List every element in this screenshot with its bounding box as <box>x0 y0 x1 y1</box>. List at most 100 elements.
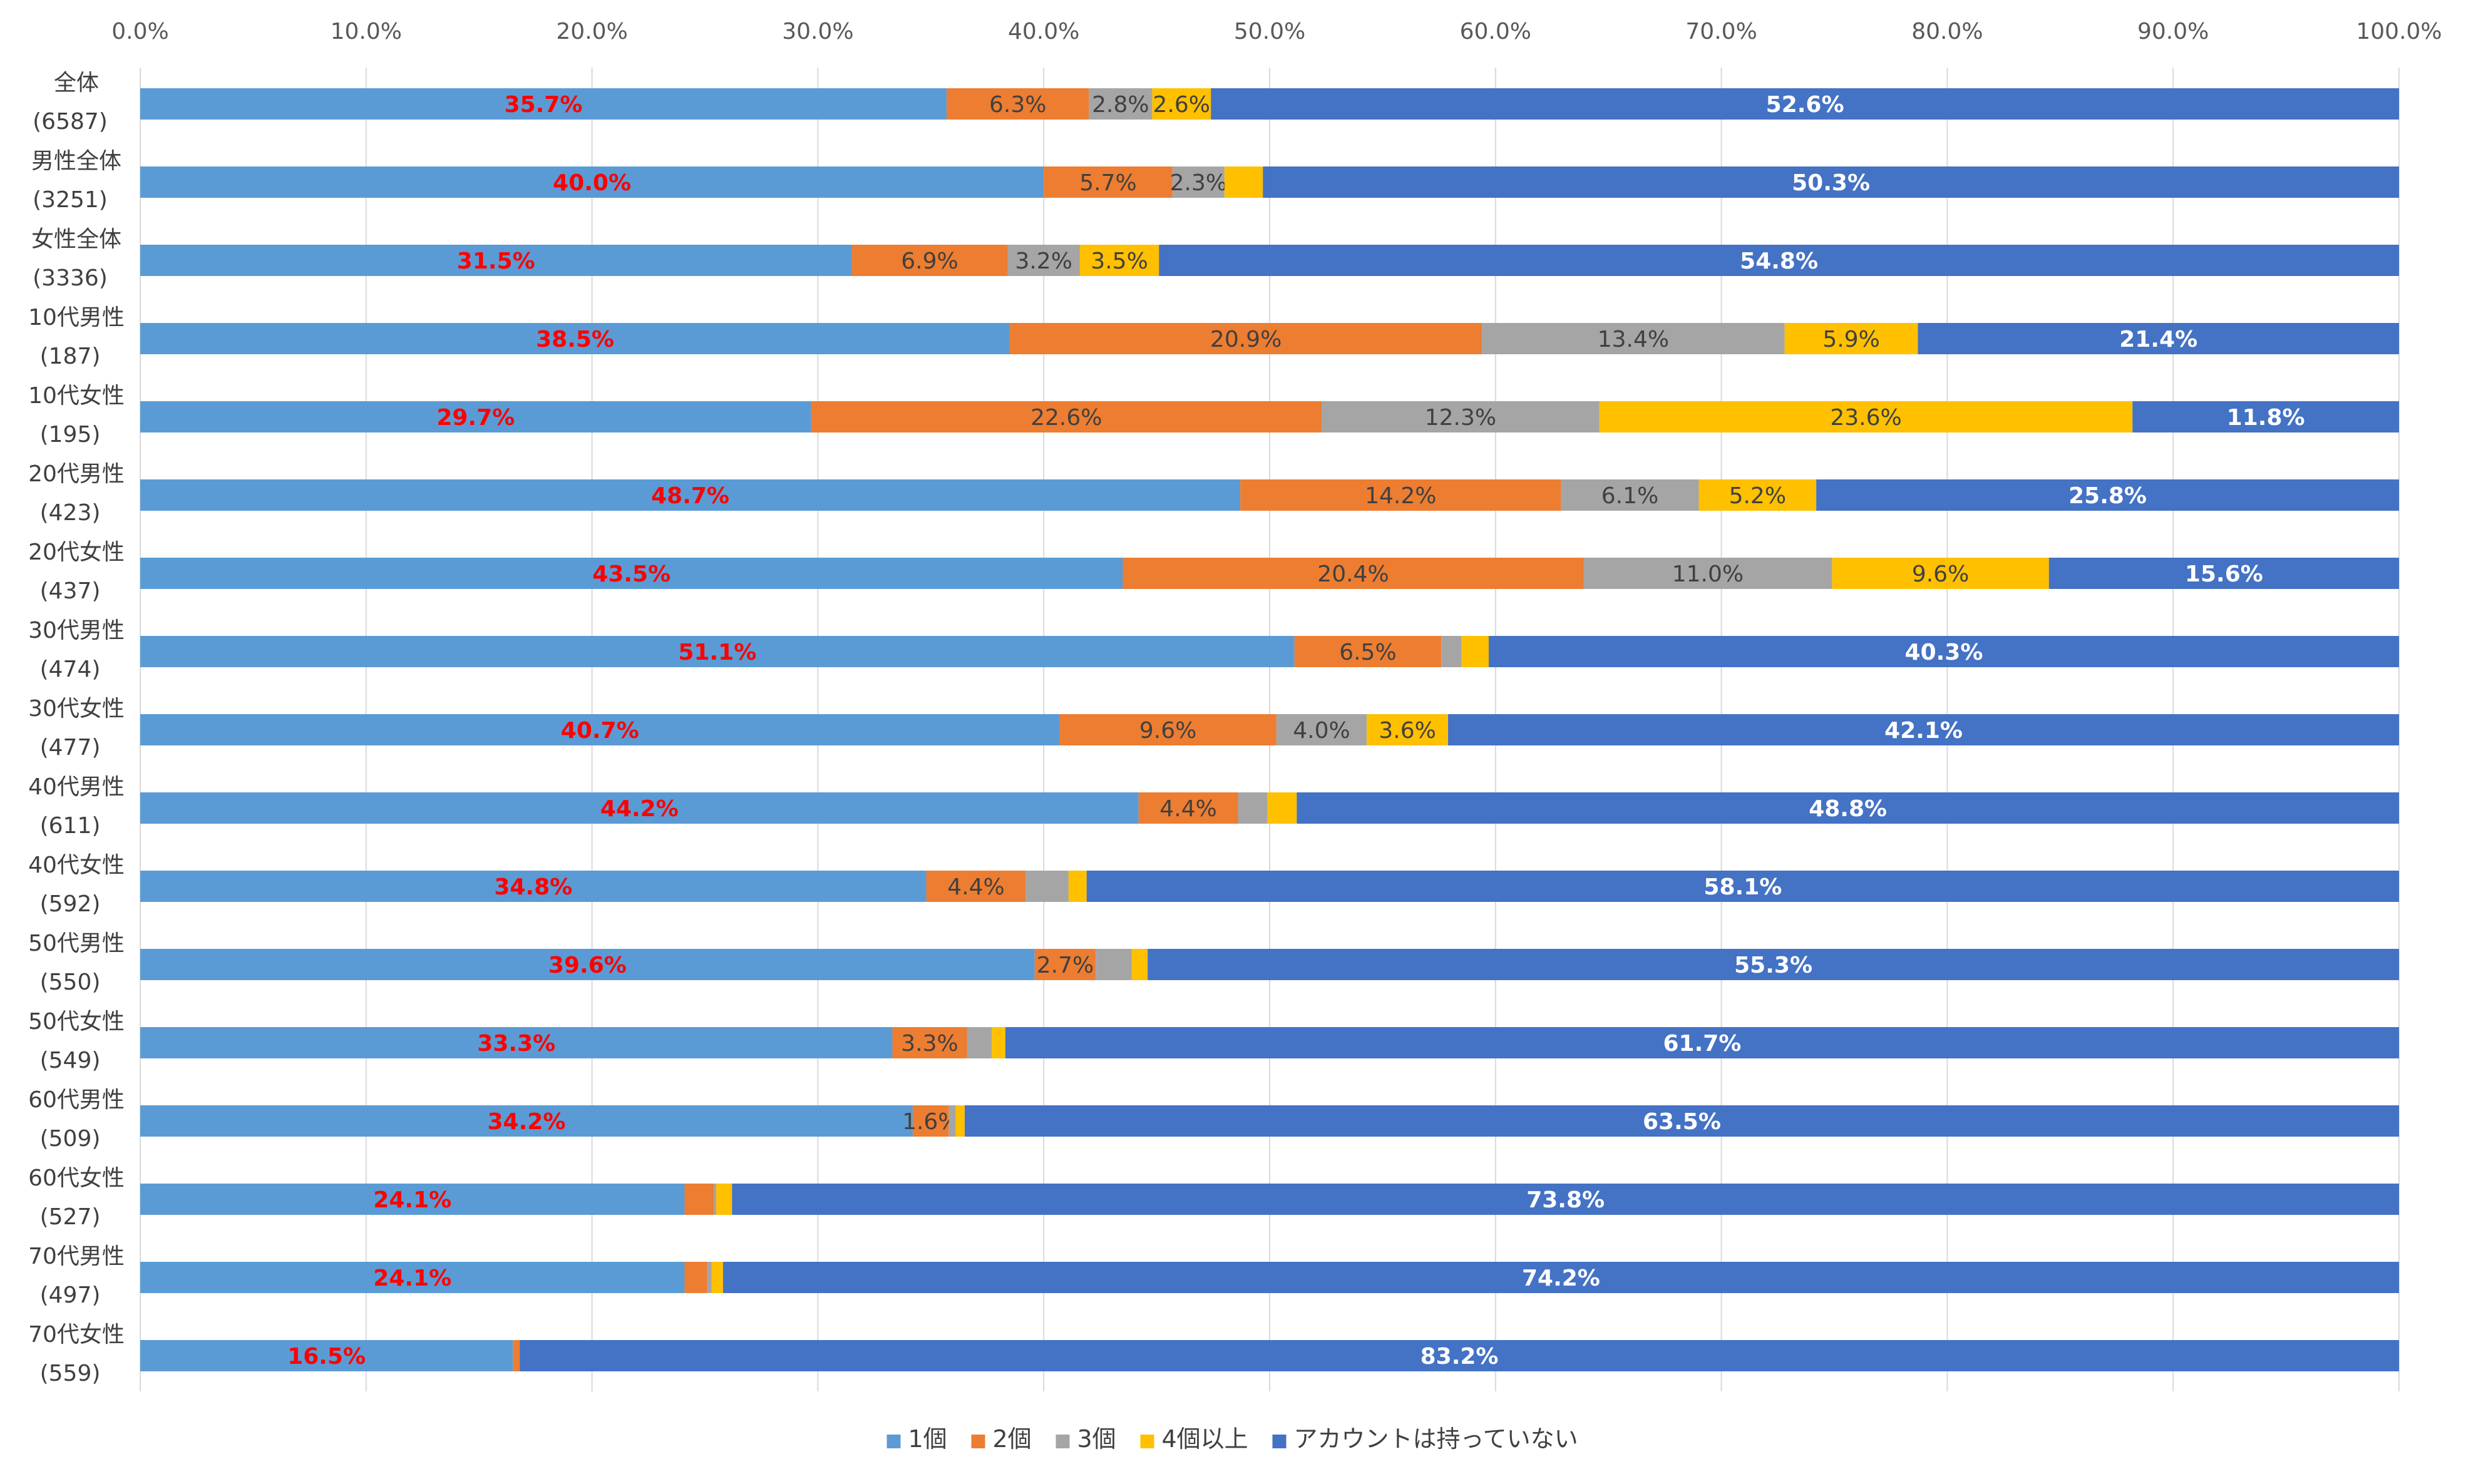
x-tick-label: 60.0% <box>1460 19 1531 44</box>
bar-segment <box>1159 245 2399 276</box>
category-count-label: (559) <box>40 1361 101 1386</box>
x-tick-label: 0.0% <box>111 19 168 44</box>
category-name-label: 50代男性 <box>28 931 125 956</box>
legend-swatch <box>971 1435 985 1448</box>
data-label: 63.5% <box>1643 1109 1721 1135</box>
bar-segment <box>1005 1027 2399 1058</box>
bar-segment <box>1148 949 2399 980</box>
bar-segment <box>892 1027 967 1058</box>
bar-segment <box>1448 714 2399 745</box>
x-tick-label: 10.0% <box>331 19 402 44</box>
bar-segment <box>955 1105 965 1137</box>
data-label: 73.8% <box>1526 1187 1605 1213</box>
bars: 35.7% 6.3% 2.8% 2.6% 52.6% 40.0% 5.7% 2.3% 50.3%… <box>140 88 2400 1371</box>
bar-segment <box>1441 636 1462 667</box>
bar-segment <box>2132 401 2399 432</box>
category-count-label: (611) <box>40 813 101 839</box>
bar-segment <box>1599 401 2133 432</box>
category-count-label: (195) <box>40 422 101 448</box>
data-label: 74.2% <box>1522 1266 1600 1291</box>
bar-segment <box>1263 166 2399 198</box>
data-label: 14.2% <box>1365 483 1436 509</box>
bar-segment <box>1482 323 1785 354</box>
bar-segment <box>1086 871 2399 902</box>
bar-segment <box>1294 636 1442 667</box>
category-count-label: (423) <box>40 500 101 526</box>
data-label: 4.4% <box>947 874 1004 900</box>
data-label: 4.4% <box>1159 796 1216 822</box>
data-label: 42.1% <box>1884 718 1963 744</box>
category-count-label: (437) <box>40 578 101 604</box>
bar-row: 40.0% 5.7% 2.3% 50.3% <box>140 166 2399 198</box>
bar-segment <box>684 1262 707 1293</box>
x-tick-label: 80.0% <box>1911 19 1983 44</box>
legend-swatch <box>1056 1435 1070 1448</box>
x-axis-tick-labels: 0.0% 10.0% 20.0% 30.0% 40.0% 50.0% 60.0% 70.0% 8… <box>111 19 2442 44</box>
legend-label: 3個 <box>1077 1425 1116 1453</box>
bar-segment <box>947 88 1089 120</box>
bar-segment <box>2048 558 2399 589</box>
legend-item: 1個 <box>886 1425 947 1453</box>
bar-segment <box>1461 636 1489 667</box>
data-label: 6.9% <box>901 248 958 274</box>
data-label: 11.8% <box>2227 405 2305 431</box>
data-label: 2.7% <box>1037 953 1094 978</box>
category-name-label: 20代女性 <box>28 540 125 565</box>
bar-segment <box>1698 479 1817 511</box>
legend-label: アカウントは持っていない <box>1294 1425 1578 1453</box>
bar-segment <box>140 1184 685 1215</box>
bar-segment <box>1224 166 1263 198</box>
bar-segment <box>1096 949 1132 980</box>
legend-item: アカウントは持っていない <box>1272 1425 1578 1453</box>
data-label: 16.5% <box>287 1344 366 1369</box>
x-tick-label: 20.0% <box>556 19 627 44</box>
data-label: 3.5% <box>1091 248 1148 274</box>
category-name-label: 40代女性 <box>28 852 125 878</box>
bar-row: 43.5% 20.4% 11.0% 9.6% 15.6% <box>140 558 2399 589</box>
bar-segment <box>140 479 1241 511</box>
bar-segment <box>707 1262 712 1293</box>
bar-segment <box>140 1105 913 1137</box>
category-count-label: (474) <box>40 657 101 682</box>
bar-segment <box>140 871 927 902</box>
category-count-label: (187) <box>40 344 101 369</box>
bar-row: 31.5% 6.9% 3.2% 3.5% 54.8% <box>140 245 2399 276</box>
bar-segment <box>926 871 1026 902</box>
data-label: 5.9% <box>1822 327 1879 352</box>
bar-segment <box>1044 166 1173 198</box>
data-label: 24.1% <box>373 1266 451 1291</box>
data-label: 4.0% <box>1293 718 1350 744</box>
x-tick-label: 70.0% <box>1685 19 1757 44</box>
category-name-label: 10代女性 <box>28 383 125 409</box>
category-name-label: 50代女性 <box>28 1009 125 1035</box>
category-count-label: (550) <box>40 970 101 995</box>
data-label: 5.7% <box>1079 170 1136 196</box>
bar-segment <box>1152 88 1211 120</box>
bar-row: 34.2% 1.6% 63.5% <box>140 1105 2400 1137</box>
data-label: 20.9% <box>1210 327 1282 352</box>
bar-segment <box>1131 949 1148 980</box>
category-count-label: (497) <box>40 1282 101 1308</box>
bar-segment <box>1079 245 1159 276</box>
category-count-label: (549) <box>40 1048 101 1073</box>
data-label: 20.4% <box>1317 561 1389 587</box>
bar-segment <box>1068 871 1087 902</box>
bar-segment <box>1123 558 1584 589</box>
bar-segment <box>140 245 852 276</box>
data-label: 6.3% <box>989 92 1046 118</box>
bar-segment <box>140 1262 685 1293</box>
bar-segment <box>140 714 1060 745</box>
data-label: 25.8% <box>2068 483 2147 509</box>
bar-segment <box>140 323 1010 354</box>
data-label: 40.0% <box>553 170 631 196</box>
category-name-label: 30代女性 <box>28 696 125 722</box>
data-label: 34.2% <box>488 1109 566 1135</box>
bar-segment <box>732 1184 2400 1215</box>
bar-segment <box>140 1340 513 1371</box>
bar-row: 51.1% 6.5% 40.3% <box>140 636 2399 667</box>
category-count-label: (592) <box>40 891 101 917</box>
bar-segment <box>711 1262 723 1293</box>
x-tick-label: 100.0% <box>2356 19 2442 44</box>
data-label: 2.3% <box>1170 170 1227 196</box>
bar-row: 33.3% 3.3% 61.7% <box>140 1027 2399 1058</box>
